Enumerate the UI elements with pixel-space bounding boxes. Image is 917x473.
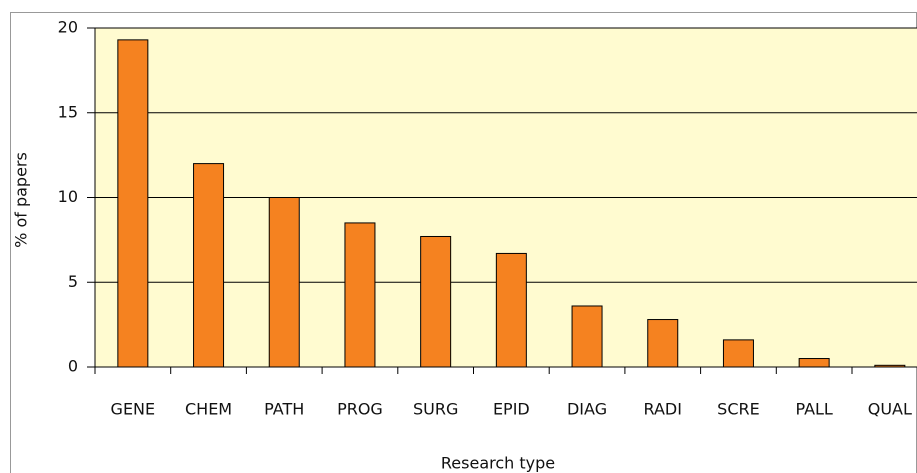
y-tick-label: 20 [58,18,78,37]
x-tick-label: GENE [111,400,156,419]
bar [874,364,906,368]
x-tick-label: PATH [264,400,304,419]
x-axis-label: Research type [441,454,555,473]
bar [268,197,300,368]
x-tick-label: CHEM [185,400,232,419]
bar [722,339,754,368]
bar [193,163,225,368]
bar [647,319,679,368]
bar [344,222,376,368]
y-tick-label: 10 [58,187,78,206]
y-axis-label: % of papers [12,152,31,248]
bar [798,358,830,368]
bar [117,39,149,368]
x-tick-label: PROG [337,400,383,419]
y-tick-label: 0 [68,357,78,376]
x-tick-label: PALL [795,400,832,419]
bar [495,252,527,368]
y-tick-label: 5 [68,272,78,291]
x-tick-label: SCRE [717,400,760,419]
x-tick-label: RADI [644,400,682,419]
x-tick-label: EPID [493,400,530,419]
x-tick-label: SURG [413,400,458,419]
bar [420,235,452,368]
x-tick-label: DIAG [567,400,607,419]
x-tick-label: QUAL [868,400,912,419]
bar [571,305,603,368]
y-tick-label: 15 [58,102,78,121]
